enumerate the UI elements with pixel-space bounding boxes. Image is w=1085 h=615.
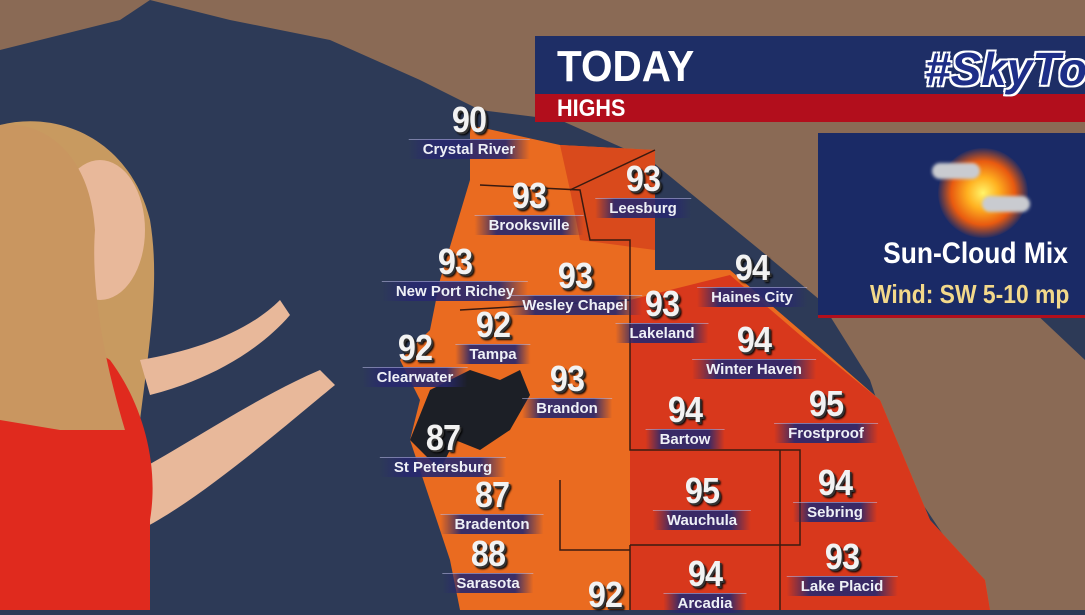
city-temp: 87 [474,474,510,515]
city-label: 94 Sebring [793,462,877,522]
wind-text: Wind: SW 5-10 mp [870,279,1070,309]
city-name: Tampa [455,344,531,364]
presenter [0,121,335,610]
city-label: 93 Lakeland [615,283,709,343]
city-label: 93 Lake Placid [786,536,898,596]
city-name: Sebring [793,502,877,522]
city-label: 92 Clearwater [362,327,468,387]
condition-text: Sun-Cloud Mix [883,237,1068,270]
forecast-panel: Sun-Cloud Mix Wind: SW 5-10 mp [818,133,1085,318]
city-label: 93 Leesburg [595,158,691,218]
city-temp: 95 [808,383,844,424]
city-name: Crystal River [408,139,530,159]
city-label: 94 Arcadia [663,553,747,613]
city-temp: 90 [451,99,487,140]
city-temp: 93 [644,283,680,324]
city-name: Bartow [645,429,725,449]
city-temp: 93 [824,536,860,577]
city-label: 87 Bradenton [440,474,544,534]
skytower-logo: #SkyTow [925,43,1085,95]
city-label: 88 Sarasota [442,533,534,593]
city-label: 93 Wesley Chapel [508,255,642,315]
city-name: Brandon [522,398,612,418]
city-label: 94 Bartow [645,389,725,449]
city-name: Arcadia [663,593,747,613]
city-label: 94 Winter Haven [692,319,816,379]
city-name: Brooksville [474,215,584,235]
city-temp: 93 [625,158,661,199]
city-name: New Port Richey [381,281,529,301]
city-name: Winter Haven [692,359,816,379]
cloud-icon [982,196,1030,212]
city-name: Clearwater [362,367,468,387]
city-label: 90 Crystal River [408,99,530,159]
city-label: 93 New Port Richey [381,241,529,301]
city-label: 93 Brooksville [474,175,584,235]
city-temp: 93 [557,255,593,296]
sun-cloud-icon [938,148,1028,238]
tampa-bay [410,370,530,470]
city-temp: 88 [470,533,506,574]
city-temp: 95 [684,470,720,511]
banner-title: TODAY [557,42,695,91]
city-name: Lakeland [615,323,709,343]
city-label: 95 Wauchula [652,470,752,530]
city-label: 87 St Petersburg [379,417,507,477]
city-name: Haines City [697,287,807,307]
cloud-icon [932,163,980,179]
city-label: 93 Brandon [522,358,612,418]
city-temp: 92 [397,327,433,368]
city-label: 92 Tampa [455,304,531,364]
city-temp: 93 [549,358,585,399]
city-temp: 94 [687,553,723,594]
city-temp: 94 [734,247,770,288]
title-banner: TODAY HIGHS #SkyTow [535,36,1085,122]
heat-zone-red-north [560,145,655,250]
city-name: St Petersburg [379,457,507,477]
city-name: Wauchula [652,510,752,530]
city-name: Sarasota [442,573,534,593]
city-name: Lake Placid [786,576,898,596]
city-temp: 87 [425,417,461,458]
city-label: 94 Haines City [697,247,807,307]
city-name: Frostproof [774,423,878,443]
city-name: Bradenton [440,514,544,534]
city-temp: 93 [437,241,473,282]
city-temp: 92 [587,574,623,615]
city-name: Wesley Chapel [508,295,642,315]
city-temp: 94 [817,462,853,503]
land-northwest [0,0,150,50]
city-temp: 94 [736,319,772,360]
city-temp: 93 [511,175,547,216]
city-temp: 94 [667,389,703,430]
city-temp: 92 [475,304,511,345]
city-label: 95 Frostproof [774,383,878,443]
city-name: Leesburg [595,198,691,218]
city-label: 92 [586,574,624,615]
banner-subtitle: HIGHS [557,95,626,122]
